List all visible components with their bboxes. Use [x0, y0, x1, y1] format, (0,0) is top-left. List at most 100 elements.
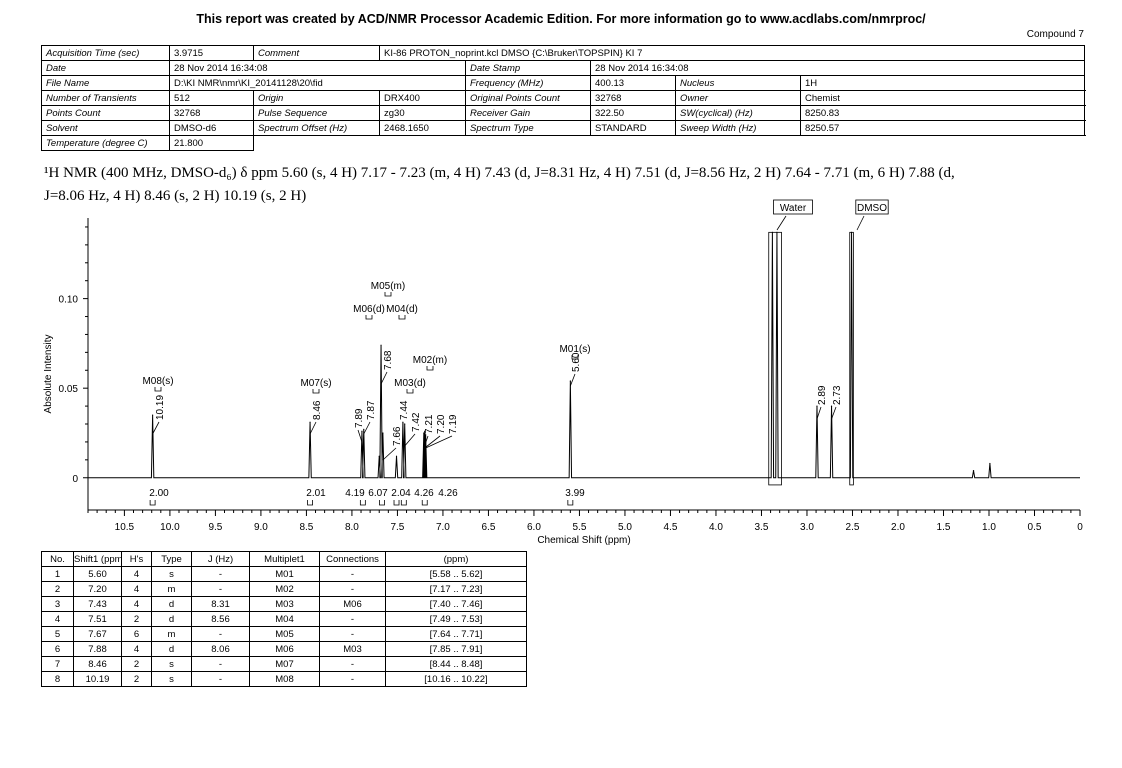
integral-markers: 2.00 2.01 4.19 6.07 2.04 4.26 4.26 3.99: [149, 488, 585, 506]
peak-leader: [424, 435, 441, 449]
nmr-description-line1: ¹H NMR (400 MHz, DMSO-d₆) δ ppm 5.60 (s,…: [44, 165, 955, 181]
peak-table-cell: m: [151, 581, 192, 597]
spectrum-peak: [361, 430, 363, 432]
peak-leader: [152, 421, 160, 435]
peak-table-cell: 2: [121, 671, 152, 687]
table-row: 5 7.67 6 m - M05- [7.64 .. 7.71]: [41, 626, 527, 642]
peak-table-cell: 2: [41, 581, 74, 597]
peak-table-cell: -: [191, 626, 250, 642]
multiplet-label: M05(m): [371, 281, 405, 292]
multiplet-label: M04(d): [386, 304, 418, 315]
peak-table-cell: s: [151, 671, 192, 687]
x-tick-label: 8.5: [299, 522, 313, 533]
peak-table-header: Connections: [319, 551, 386, 567]
peak-table-cell: [10.16 .. 10.22]: [385, 671, 527, 687]
peak-leader: [382, 447, 397, 461]
peak-table-cell: 4: [121, 596, 152, 612]
peak-table-cell: 4: [121, 581, 152, 597]
peak-table-cell: d: [151, 641, 192, 657]
spectrum-peak: [816, 405, 818, 407]
peak-table-header: Shift1 (ppm): [73, 551, 122, 567]
multiplet-bracket: [154, 387, 162, 392]
peak-table-cell: 7.88: [73, 641, 122, 657]
x-tick-label: 8.0: [345, 522, 359, 533]
multiplet-bracket: [398, 315, 406, 320]
peak-table-cell: 8.56: [191, 611, 250, 627]
peak-table-cell: -: [319, 566, 386, 582]
multiplet-bracket: [571, 355, 579, 360]
peak-shift-label: 7.19: [448, 414, 459, 434]
peak-table-cell: 2: [121, 611, 152, 627]
peak-table-cell: [7.85 .. 7.91]: [385, 641, 527, 657]
integral-bracket: [149, 500, 156, 506]
x-tick-label: 3.5: [755, 522, 769, 533]
integral-bracket: [379, 500, 385, 506]
peak-shift-label: 10.19: [155, 395, 166, 420]
table-row: 8 10.19 2 s - M08- [10.16 .. 10.22]: [41, 671, 527, 687]
integral-value: 2.00: [149, 488, 169, 499]
peak-shift-label: 7.68: [383, 350, 394, 370]
solvent-label: DMSO: [857, 203, 887, 214]
table-row: 3 7.43 4 d 8.31 M03 M06 [7.40 .. 7.46]: [41, 596, 527, 612]
peak-table-cell: 7.51: [73, 611, 122, 627]
multiplet-label: M08(s): [142, 376, 173, 387]
peak-table-cell: [7.17 .. 7.23]: [385, 581, 527, 597]
integral-value: 4.19: [345, 488, 365, 499]
peak-table-cell: 7: [41, 656, 74, 672]
spectrum-peak: [404, 423, 406, 425]
acquisition-table: Acquisition Time (sec) 3.9715 Comment KI-86…: [41, 45, 1086, 151]
x-tick-label: 9.0: [254, 522, 268, 533]
x-tick-label: 4.5: [664, 522, 678, 533]
x-tick-label: 0: [1077, 522, 1083, 533]
integral-bracket: [567, 500, 574, 506]
spectrum-line: [88, 232, 1080, 479]
integral-bracket: [359, 500, 366, 506]
multiplet-label: M07(s): [300, 378, 331, 389]
peak-table-cell: 6: [41, 641, 74, 657]
peak-table-cell: -: [191, 566, 250, 582]
peak-table-cell: -: [319, 626, 386, 642]
x-tick-label: 2.5: [846, 522, 860, 533]
x-tick-label: 1.5: [937, 522, 951, 533]
peak-table-cell: 7.20: [73, 581, 122, 597]
integral-bracket: [400, 500, 407, 506]
peak-table-cell: 2: [121, 656, 152, 672]
multiplet-label: M02(m): [413, 355, 447, 366]
nmr-description-line2: J=8.06 Hz, 4 H) 8.46 (s, 2 H) 10.19 (s, …: [44, 188, 307, 204]
integral-value: 4.26: [438, 488, 458, 499]
x-tick-label: 7.0: [436, 522, 450, 533]
multiplet-label: M01(s): [559, 344, 590, 355]
peak-table-cell: 5.60: [73, 566, 122, 582]
peak-table-cell: M03: [249, 596, 320, 612]
integral-value: 2.01: [306, 488, 326, 499]
spectrum-peak: [424, 430, 426, 432]
x-tick-label: 2.0: [891, 522, 905, 533]
spectrum-peak: [395, 455, 398, 457]
spectrum-trace: [88, 231, 1080, 479]
solvent-label-box: [855, 199, 889, 215]
peak-shift-label: 7.44: [399, 400, 410, 420]
peak-leader: [309, 421, 317, 435]
peak-table-cell: M06: [319, 596, 386, 612]
peak-shift-label: 7.42: [411, 412, 422, 432]
peak-table-header: J (Hz): [191, 551, 250, 567]
water-region: [768, 231, 782, 486]
peak-table-cell: [7.40 .. 7.46]: [385, 596, 527, 612]
chart-axes: 10.5 10.0 9.5 9.0 8.5 8.0 7.5 7.0 6.5 6.0 5.5 5.0 4.…: [43, 218, 1083, 546]
spectrum-peak: [569, 380, 571, 382]
dmso-leader: [856, 215, 865, 231]
x-axis-title: Chemical Shift (ppm): [537, 535, 630, 546]
peak-table-cell: -: [191, 671, 250, 687]
integral-value: 6.07: [368, 488, 388, 499]
peak-table-cell: 7.67: [73, 626, 122, 642]
x-tick-label: 9.5: [208, 522, 222, 533]
peak-shift-label: 2.73: [832, 385, 843, 405]
peak-table-cell: 4: [41, 611, 74, 627]
integral-value: 3.99: [565, 488, 585, 499]
compound-label: Compound 7: [1026, 29, 1084, 40]
peak-table-cell: [7.64 .. 7.71]: [385, 626, 527, 642]
acq-value: 8250.57: [799, 120, 1086, 136]
table-row: 2 7.20 4 m - M02- [7.17 .. 7.23]: [41, 581, 527, 597]
spectrum-peak: [152, 414, 154, 416]
